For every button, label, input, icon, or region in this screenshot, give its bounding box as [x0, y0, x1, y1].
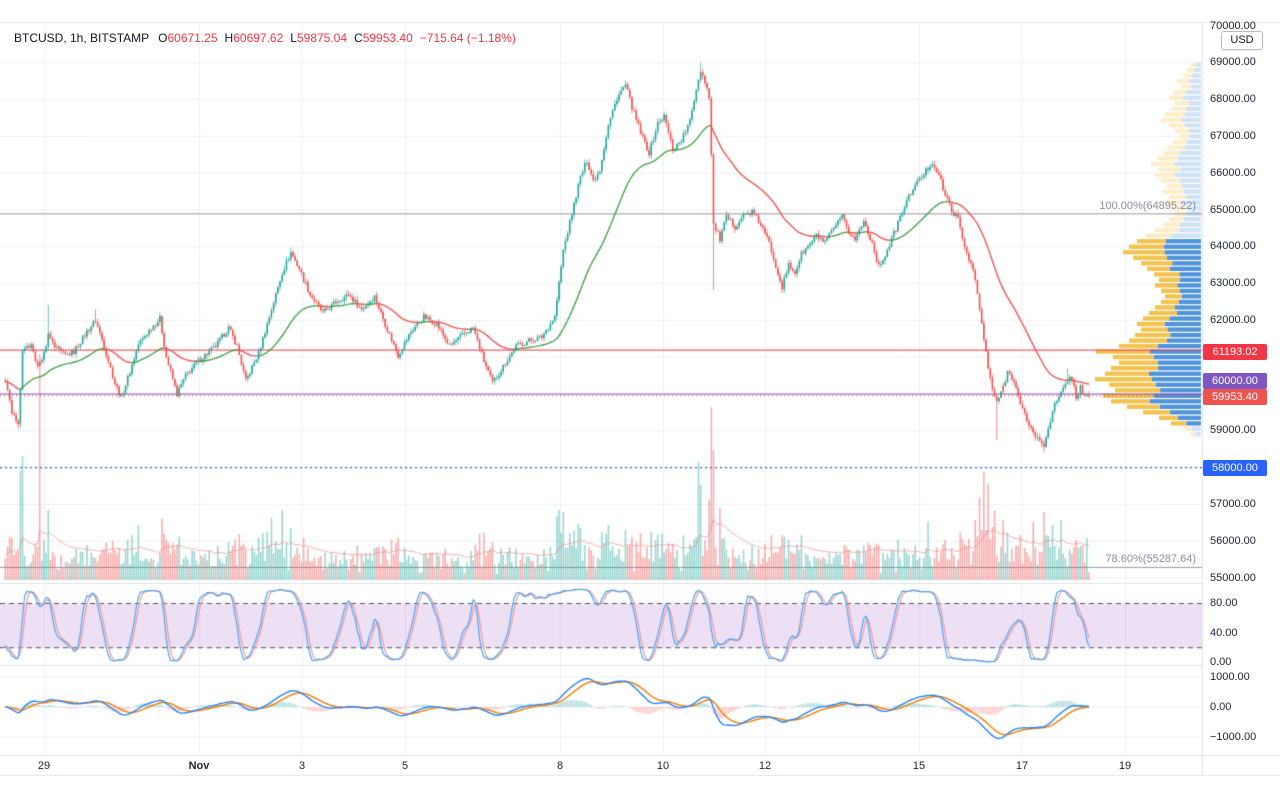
legend-low: L59875.04 — [290, 31, 348, 45]
time-axis-label: 17 — [1015, 760, 1029, 772]
price-axis-label: 63000.00 — [1210, 277, 1256, 290]
price-axis-label: 62000.00 — [1210, 313, 1256, 326]
price-axis-label: 59000.00 — [1210, 424, 1256, 437]
legend-open: O60671.25 — [158, 31, 218, 45]
time-axis[interactable]: 29 Nov 3 5 8 10 12 15 17 19 — [0, 755, 1202, 775]
stoch-axis-label: 40.00 — [1210, 626, 1238, 639]
time-axis-label: 12 — [758, 760, 772, 772]
price-level-badge: 61193.02 — [1203, 344, 1267, 360]
time-axis-label: Nov — [188, 760, 210, 772]
stoch-axis-label: 80.00 — [1210, 597, 1238, 609]
macd-axis-label: −1000.00 — [1210, 730, 1257, 743]
price-level-badge: 60000.00 — [1203, 373, 1267, 389]
macd-axis-label: 1000.00 — [1210, 670, 1250, 683]
price-axis-label: 56000.00 — [1210, 534, 1256, 547]
macd-axis-label: 0.00 — [1210, 700, 1232, 713]
fib-level-100-label: 100.00%(64895.22) — [1099, 200, 1196, 212]
time-axis-label: 3 — [298, 760, 306, 772]
price-axis-label: 67000.00 — [1210, 129, 1256, 142]
time-axis-label: 29 — [37, 760, 51, 772]
legend-symbol-title[interactable]: BTCUSD, 1h, BITSTAMP — [14, 31, 150, 45]
price-axis-label: 64000.00 — [1210, 240, 1256, 253]
chart-legend[interactable]: BTCUSD, 1h, BITSTAMP O60671.25 H60697.62 L5… — [14, 31, 516, 45]
legend-close: C59953.40 — [354, 31, 413, 45]
price-axis-label: 69000.00 — [1210, 56, 1256, 69]
price-level-badge: 58000.00 — [1203, 460, 1267, 476]
price-axis-label: 55000.00 — [1210, 571, 1256, 584]
price-axis-label: 68000.00 — [1210, 93, 1256, 106]
footer: TradingView — [0, 776, 1280, 809]
legend-change: −715.64 (−1.18%) — [419, 31, 516, 45]
time-axis-label: 15 — [912, 760, 926, 772]
price-level-badge: 59953.40 — [1203, 389, 1267, 405]
price-axis-label: 70000.00 — [1210, 19, 1256, 32]
fib-level-786-label: 78.60%(55287.64) — [1105, 553, 1196, 565]
price-axis-label: 57000.00 — [1210, 497, 1256, 510]
time-axis-label: 10 — [656, 760, 670, 772]
time-axis-label: 5 — [401, 760, 409, 772]
price-axis-label: 65000.00 — [1210, 203, 1256, 216]
currency-toggle-button[interactable]: USD — [1221, 31, 1263, 50]
time-axis-label: 19 — [1118, 760, 1132, 772]
price-axis-label: 66000.00 — [1210, 166, 1256, 179]
stoch-axis-label: 0.00 — [1210, 656, 1232, 668]
time-axis-label: 8 — [556, 760, 564, 772]
legend-high: H60697.62 — [224, 31, 284, 45]
